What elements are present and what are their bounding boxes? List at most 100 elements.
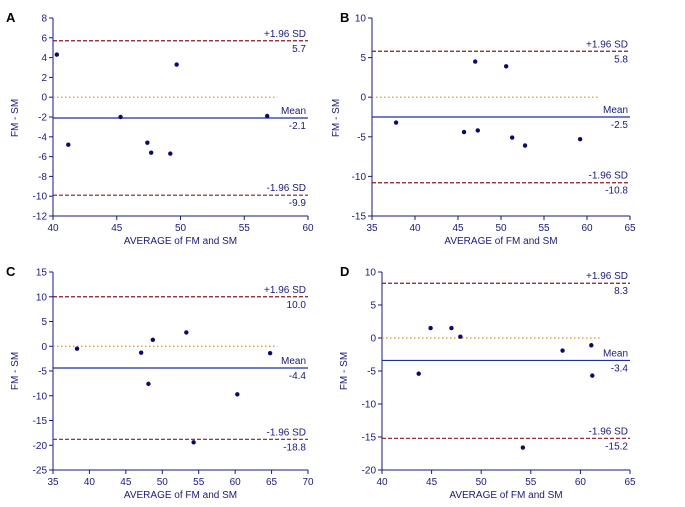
data-point [503,64,509,69]
data-point [74,346,80,351]
panel-d: D -20 -15 -10 -5 0 5 10 40 45 50 55 60 65 AVERAGE of F… [339,264,636,501]
x-tick-label: 50 [175,223,187,234]
upper-limit-label: +1.96 SD [586,39,628,50]
y-tick-label: -10 [362,400,377,411]
data-point [589,343,594,348]
x-tick-label: 45 [452,223,464,234]
x-tick-label: 70 [302,477,314,488]
lower-limit-label: -1.96 SD [267,427,306,438]
panel-a: A -12 -10 -8 -6 -4 -2 0 2 4 6 8 40 45 50 55 60 AVERAGE of… [6,10,314,247]
x-axis-title: AVERAGE of FM and SM [124,490,237,501]
panel-letter: D [340,264,349,279]
y-tick-label: 2 [41,73,47,84]
data-point [118,114,123,120]
mean-label: Mean [281,106,306,117]
data-point [148,150,154,155]
lower-limit-value: -10.8 [605,186,628,197]
x-tick-label: 50 [157,477,169,488]
upper-limit-value: 8.3 [614,286,628,297]
panel-letter: B [340,10,349,25]
data-point [150,337,156,343]
x-tick-label: 50 [495,223,507,234]
panel-letter: C [6,264,16,279]
x-tick-label: 55 [525,477,537,488]
data-point [449,325,454,331]
lower-limit-label: -1.96 SD [589,426,628,437]
data-point [54,52,60,57]
y-tick-label: 10 [355,14,367,25]
x-tick-label: 35 [366,223,378,234]
y-tick-label: 0 [370,334,376,345]
data-point [428,325,433,331]
data-point [522,143,528,148]
x-axis-title: AVERAGE of FM and SM [444,236,557,247]
mean-value: -4.4 [289,371,307,382]
x-tick-label: 45 [120,477,132,488]
data-point [577,136,583,142]
data-point [473,59,478,64]
upper-limit-value: 10.0 [287,300,307,311]
y-tick-label: -10 [33,391,48,402]
mean-value: -2.1 [289,121,307,132]
data-point [66,142,71,147]
panel-b: B -15 -10 -5 0 5 10 35 40 45 50 55 60 65 AVERAGE of FM… [331,10,636,247]
lower-limit-value: -18.8 [283,442,306,453]
y-axis-title: FM - SM [331,99,342,137]
y-tick-label: 5 [360,53,366,64]
y-tick-label: 15 [36,268,48,279]
y-tick-label: -2 [38,113,47,124]
data-point [138,350,144,355]
x-tick-label: 60 [302,223,314,234]
mean-label: Mean [281,356,306,367]
data-point [168,151,173,156]
y-tick-label: -5 [357,132,366,143]
mean-value: -2.5 [611,120,629,131]
data-point [590,373,595,378]
x-tick-label: 60 [581,223,593,234]
mean-value: -3.4 [611,363,629,374]
data-point [267,350,273,356]
y-tick-label: 5 [41,317,47,328]
y-axis-title: FM - SM [339,352,350,390]
y-tick-label: 0 [41,93,47,104]
mean-label: Mean [603,348,628,359]
y-axis-title: FM - SM [10,99,21,137]
data-point [235,392,240,397]
data-point [184,330,189,335]
y-tick-label: -20 [362,466,377,477]
panel-c: C -25 -20 -15 -10 -5 0 5 10 15 35 40 45 50 55 60 65 70 AVE… [6,264,314,501]
y-tick-label: 10 [365,268,377,279]
y-tick-label: -20 [33,441,48,452]
x-tick-label: 60 [575,477,587,488]
x-tick-label: 40 [409,223,421,234]
data-point [461,129,467,135]
data-point [265,113,270,119]
x-tick-label: 65 [624,477,636,488]
data-point [520,445,526,450]
y-tick-label: -15 [33,416,48,427]
y-tick-label: -10 [33,192,48,203]
y-tick-label: 0 [360,93,366,104]
x-tick-label: 60 [230,477,242,488]
y-tick-label: -8 [38,172,47,183]
x-tick-label: 65 [266,477,278,488]
y-tick-label: -12 [33,212,48,223]
x-tick-label: 45 [426,477,438,488]
y-tick-label: 8 [41,14,47,25]
y-tick-label: -4 [38,132,47,143]
y-tick-label: -10 [352,172,367,183]
y-tick-label: 6 [41,33,47,44]
data-point [145,140,150,145]
lower-limit-label: -1.96 SD [267,183,306,194]
data-point [509,135,515,140]
x-tick-label: 50 [476,477,488,488]
x-tick-label: 40 [84,477,96,488]
y-tick-label: 4 [41,53,47,64]
data-point [174,62,179,67]
upper-limit-label: +1.96 SD [264,29,306,40]
x-tick-label: 40 [47,223,59,234]
data-point [393,120,399,125]
lower-limit-value: -15.2 [605,441,628,452]
data-point [191,440,196,445]
upper-limit-label: +1.96 SD [586,271,628,282]
